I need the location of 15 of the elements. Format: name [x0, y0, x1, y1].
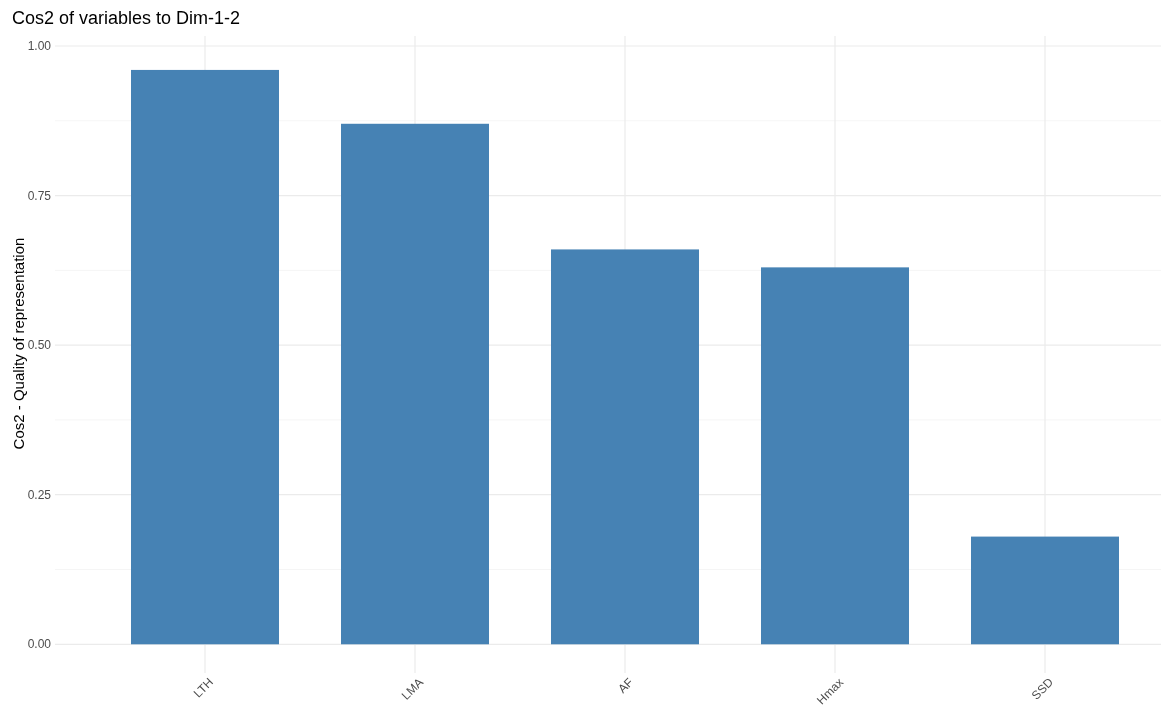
bar	[761, 267, 909, 645]
bar	[971, 536, 1119, 645]
bar	[551, 249, 699, 645]
x-tick-label: LTH	[190, 675, 217, 701]
chart-title: Cos2 of variables to Dim-1-2	[12, 8, 241, 28]
x-tick-label: SSD	[1028, 674, 1057, 703]
bar	[131, 69, 279, 645]
y-tick-label: 0.00	[27, 637, 52, 652]
x-tick-label: AF	[615, 675, 637, 696]
y-tick-label: 1.00	[27, 39, 52, 54]
y-tick-label: 0.25	[27, 487, 52, 502]
y-axis-title: Cos2 - Quality of representation	[10, 237, 27, 450]
y-tick-label: 0.50	[27, 338, 52, 353]
y-tick-label: 0.75	[27, 188, 52, 203]
bar	[341, 123, 489, 645]
